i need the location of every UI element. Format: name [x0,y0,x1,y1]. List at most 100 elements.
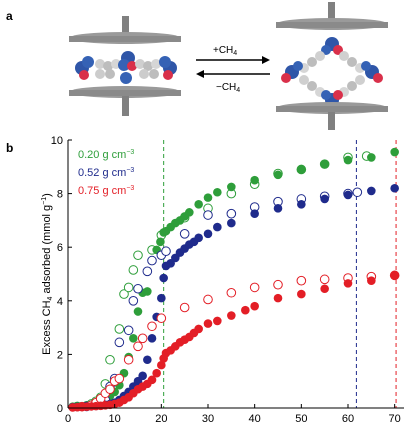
series-2-filled-point-32 [241,305,250,315]
series-0-filled-point-28 [203,193,213,202]
series-2-filled-point-39 [390,271,399,280]
series-2-open-point-10 [137,333,148,344]
series-2-open-point-18 [296,275,307,286]
series-1-filled-point-15 [138,371,147,381]
series-2-filled-point-30 [213,316,222,326]
series-1-filled-point-19 [157,293,166,303]
series-0-filled-point-16 [143,287,152,296]
series-2-filled-point-35 [297,289,306,299]
x-tick-label-4: 40 [249,413,261,425]
series-0-filled-point-37 [390,147,399,157]
desorb-label: −CH4 [216,82,240,94]
series-2-open-point-13 [179,302,190,313]
y-tick-label-3: 6 [57,242,63,254]
series-1-filled-point-38 [390,183,399,193]
series-1-filled-point-16 [143,355,152,365]
series-1-open-point-13 [179,229,190,239]
series-1-filled-point-28 [194,233,203,243]
series-2-filled-point-37 [343,279,353,288]
series-0-filled-point-32 [273,170,283,180]
series-0-filled-point-31 [250,175,259,185]
series-0-filled-point-35 [343,155,353,165]
x-tick-label-1: 10 [109,413,121,425]
x-tick-label-0: 0 [65,413,71,425]
collapsed-pore-chain [75,51,177,84]
series-2-filled-point-17 [147,375,157,385]
series-1-open-point-14 [203,210,213,220]
series-2-open-point-16 [249,282,260,293]
series-2-open-point-11 [147,321,157,332]
adsorb-label: +CH4 [213,45,237,57]
series-0-open-point-6 [105,354,115,365]
panel-a-letter: a [6,9,13,23]
x-tick-label-6: 60 [342,413,354,425]
series-0-filled-point-26 [185,208,194,217]
series-1-open-point-12 [161,246,171,257]
series-1-filled-point-34 [297,200,306,209]
series-0-filled-point-29 [213,187,222,197]
series-1-open-point-7 [128,296,139,306]
series-2-filled-point-34 [273,293,283,303]
series-1-open-point-9 [142,266,153,277]
series-2-filled-point-29 [203,319,213,328]
series-1-filled-point-32 [250,209,259,218]
series-2-open-point-7 [114,373,125,384]
series-0-filled-point-36 [367,153,376,162]
series-1-filled-point-36 [343,190,353,200]
series-0-filled-point-30 [227,182,236,192]
series-2-open-point-19 [319,274,330,285]
series-2-filled-point-19 [157,360,166,370]
legend-entry-1: 0.52 g cm−3 [78,167,134,179]
series-1-open-point-15 [226,208,237,219]
y-axis-label: Excess CH4 adsorbed (mmol g−1) [41,193,54,355]
y-tick-label-1: 2 [57,349,63,361]
series-1-filled-point-35 [320,194,329,204]
legend-entry-0: 0.20 g cm−3 [78,149,134,161]
series-2-filled-point-31 [227,311,236,320]
series-0-open-point-11 [128,265,139,275]
series-0-filled-point-33 [297,165,306,174]
legend-entry-2: 0.75 g cm−3 [78,185,134,197]
series-2-open-point-14 [203,294,213,305]
y-ticks: 0 2 4 6 8 10 [51,135,72,415]
y-tick-label-4: 8 [57,189,63,201]
series-0-open-point-12 [133,250,143,261]
x-tick-label-7: 70 [389,413,401,425]
x-tick-label-2: 20 [155,413,167,425]
series-1-open-point-5 [114,337,125,348]
series-1-filled-point-30 [213,222,222,232]
series-1-filled-point-29 [203,229,213,239]
series-2-filled-point-36 [320,284,329,294]
x-tick-label-3: 30 [202,413,214,425]
transition-arrows: +CH4 −CH4 [196,45,270,94]
series-0-filled-point-14 [133,307,143,316]
series-1-filled-point-37 [367,186,376,196]
series-1-filled-point-33 [273,204,283,213]
series-1-open-point-8 [133,283,143,294]
x-tick-label-5: 50 [295,413,307,425]
series-1-open-point-10 [147,255,157,266]
series-2-open-point-15 [226,287,237,298]
series-2-open-point-9 [133,341,143,352]
y-tick-label-5: 10 [51,135,63,147]
y-tick-label-0: 0 [57,403,63,415]
series-2-open-point-8 [123,354,134,365]
series-1-open-point-21 [352,187,363,198]
series-1-filled-point-20 [159,273,168,283]
legend: 0.20 g cm−3 0.52 g cm−3 0.75 g cm−3 [78,149,134,197]
series-0-open-point-9 [119,289,129,299]
series-1-filled-point-17 [147,334,157,343]
series-0-filled-point-19 [156,237,165,247]
y-tick-label-2: 4 [57,296,63,308]
isotherm-chart: 0 10 20 30 40 50 60 70 0 2 4 6 8 10 Excess CH4 adsor… [41,135,404,425]
dashed-lines [163,140,397,408]
x-ticks: 0 10 20 30 40 50 60 70 [65,404,401,425]
framework-collapsed [69,16,181,116]
series-0-filled-point-27 [194,200,203,209]
series-2-filled-point-33 [250,301,259,311]
series-0-filled-point-34 [320,159,329,169]
series-2-filled-point-18 [152,368,161,378]
series-2-filled-point-38 [367,276,376,286]
series-0-open-point-8 [114,324,125,334]
